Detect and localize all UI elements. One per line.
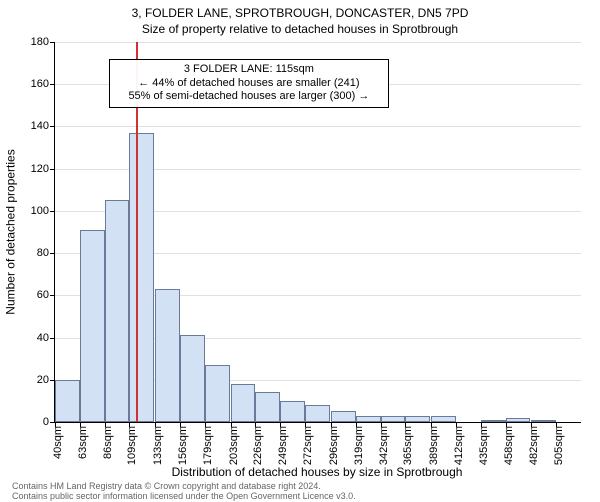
histogram-bar xyxy=(431,416,456,422)
x-tick-label: 482sqm xyxy=(528,426,540,465)
footnote-line: Contains public sector information licen… xyxy=(12,492,356,502)
histogram-bar xyxy=(129,133,154,422)
y-tick-label: 20 xyxy=(37,374,55,386)
histogram-bar xyxy=(405,416,430,422)
annotation-box: 3 FOLDER LANE: 115sqm← 44% of detached h… xyxy=(109,59,389,108)
histogram-bar xyxy=(481,420,506,422)
histogram-bar xyxy=(155,289,180,422)
x-tick-label: 40sqm xyxy=(52,426,64,459)
histogram-bar xyxy=(305,405,330,422)
y-tick-label: 80 xyxy=(37,247,55,259)
x-tick-label: 63sqm xyxy=(77,426,89,459)
histogram-bar xyxy=(205,365,230,422)
histogram-bar xyxy=(331,411,356,422)
x-tick-label: 296sqm xyxy=(328,426,340,465)
histogram-bar xyxy=(255,392,280,422)
x-tick-label: 505sqm xyxy=(553,426,565,465)
x-tick-label: 133sqm xyxy=(152,426,164,465)
y-axis-label: Number of detached properties xyxy=(4,149,18,314)
y-tick-label: 140 xyxy=(31,120,55,132)
x-tick-label: 389sqm xyxy=(428,426,440,465)
x-tick-label: 109sqm xyxy=(126,426,138,465)
y-gridline xyxy=(55,42,581,43)
y-tick-label: 60 xyxy=(37,289,55,301)
chart-title-sub: Size of property relative to detached ho… xyxy=(0,22,600,36)
y-axis-label-wrap: Number of detached properties xyxy=(4,42,18,422)
y-gridline xyxy=(55,126,581,127)
y-tick-label: 180 xyxy=(31,36,55,48)
y-tick-label: 100 xyxy=(31,205,55,217)
x-tick-label: 249sqm xyxy=(277,426,289,465)
histogram-bar xyxy=(105,200,130,422)
histogram-bar xyxy=(80,230,105,422)
x-tick-label: 86sqm xyxy=(102,426,114,459)
x-tick-label: 342sqm xyxy=(378,426,390,465)
annotation-line-2: ← 44% of detached houses are smaller (24… xyxy=(118,77,380,91)
histogram-bar xyxy=(231,384,256,422)
histogram-bar xyxy=(55,380,80,422)
histogram-bar xyxy=(180,335,205,422)
histogram-bar xyxy=(381,416,406,422)
plot-area: 02040608010012014016018040sqm63sqm86sqm1… xyxy=(54,42,581,423)
x-tick-label: 458sqm xyxy=(503,426,515,465)
histogram-bar xyxy=(280,401,305,422)
chart-container: 3, FOLDER LANE, SPROTBROUGH, DONCASTER, … xyxy=(0,0,600,500)
x-tick-label: 226sqm xyxy=(252,426,264,465)
y-tick-label: 40 xyxy=(37,332,55,344)
x-tick-label: 412sqm xyxy=(453,426,465,465)
histogram-bar xyxy=(531,420,556,422)
histogram-bar xyxy=(506,418,531,422)
x-tick-label: 319sqm xyxy=(353,426,365,465)
x-tick-label: 365sqm xyxy=(402,426,414,465)
x-tick-label: 203sqm xyxy=(228,426,240,465)
annotation-line-3: 55% of semi-detached houses are larger (… xyxy=(118,90,380,104)
histogram-bar xyxy=(356,416,381,422)
copyright-footnote: Contains HM Land Registry data © Crown c… xyxy=(12,482,356,502)
x-axis-label: Distribution of detached houses by size … xyxy=(54,465,580,479)
y-tick-label: 160 xyxy=(31,78,55,90)
y-tick-label: 120 xyxy=(31,163,55,175)
annotation-line-1: 3 FOLDER LANE: 115sqm xyxy=(118,63,380,77)
x-tick-label: 179sqm xyxy=(202,426,214,465)
x-tick-label: 156sqm xyxy=(177,426,189,465)
chart-title-main: 3, FOLDER LANE, SPROTBROUGH, DONCASTER, … xyxy=(0,6,600,20)
x-tick-label: 435sqm xyxy=(478,426,490,465)
x-tick-label: 272sqm xyxy=(302,426,314,465)
